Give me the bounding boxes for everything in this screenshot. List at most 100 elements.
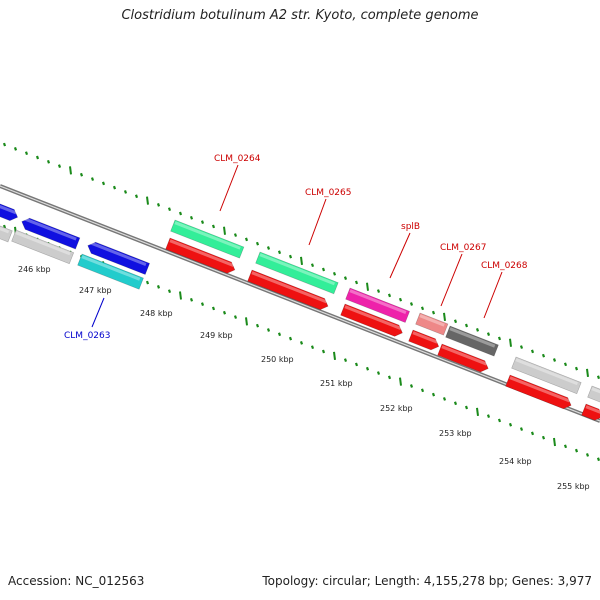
- clm0268-cds-highlight: [441, 345, 488, 366]
- outer-tick: [574, 366, 579, 371]
- red-cds-right-shape: [505, 374, 572, 410]
- inner-tick: [145, 280, 150, 285]
- kbp-label: 253 kbp: [439, 429, 472, 438]
- inner-tick: [409, 384, 414, 388]
- clm0264-gene-highlight: [174, 221, 241, 250]
- gene-features: [0, 199, 600, 421]
- outer-tick: [277, 250, 282, 255]
- inner-tick: [343, 358, 348, 362]
- blue-gene-left-2-highlight: [23, 217, 77, 241]
- outer-tick: [255, 241, 260, 246]
- outer-tick: [223, 226, 226, 235]
- outer-tick: [189, 215, 194, 220]
- gene-label: CLM_0265: [305, 188, 351, 198]
- outer-tick: [552, 358, 557, 362]
- inner-tick: [266, 328, 271, 332]
- clm0268-cds-shape: [437, 343, 489, 373]
- outer-tick-track: [2, 142, 600, 380]
- red-cds-right-2: [581, 403, 600, 421]
- inner-tick: [2, 224, 7, 229]
- outer-tick: [112, 185, 117, 190]
- splb-cds-shape: [340, 303, 403, 337]
- inner-tick: [277, 332, 282, 337]
- inner-tick: [222, 310, 227, 315]
- clm0267-gene-highlight: [419, 314, 445, 327]
- outer-tick: [519, 345, 524, 349]
- blue-gene-left-1-highlight: [0, 201, 17, 215]
- outer-tick: [366, 282, 369, 291]
- outer-tick: [530, 349, 535, 354]
- outer-tick: [101, 181, 106, 186]
- kbp-label: 246 kbp: [18, 265, 51, 274]
- outer-tick: [596, 375, 600, 380]
- outer-tick: [233, 233, 238, 237]
- gene-label: CLM_0264: [214, 154, 261, 164]
- clm0264-cds-highlight: [169, 239, 234, 267]
- outer-tick: [90, 177, 95, 181]
- clm0264-cds: [165, 237, 236, 274]
- callout-leader: [219, 164, 239, 212]
- inner-tick: [200, 302, 205, 306]
- splb-gene-shape: [345, 287, 410, 323]
- clm0265-gene-shape: [255, 251, 339, 295]
- clm0264-gene-shape: [170, 219, 245, 259]
- outer-tick: [24, 151, 29, 156]
- inner-tick: [585, 453, 590, 457]
- grey-gene-left-highlight: [0, 223, 10, 234]
- grey-gene-right-2-shape: [587, 385, 600, 405]
- outer-tick: [134, 194, 139, 199]
- outer-tick: [398, 297, 403, 302]
- outer-tick: [464, 323, 469, 328]
- outer-tick: [266, 246, 271, 250]
- clm0265-cds-shape: [247, 269, 329, 310]
- outer-tick: [387, 293, 392, 298]
- outer-tick: [509, 338, 512, 347]
- grey-gene-right-2: [587, 385, 600, 405]
- inner-tick: [179, 291, 182, 300]
- inner-tick: [442, 397, 447, 401]
- outer-tick: [332, 271, 337, 276]
- callout-leader: [91, 297, 105, 328]
- outer-tick: [541, 353, 546, 358]
- outer-tick: [146, 196, 149, 205]
- inner-tick: [431, 392, 436, 397]
- inner-tick: [354, 362, 359, 367]
- outer-tick: [167, 207, 172, 212]
- clm0265-gene-highlight: [259, 253, 336, 286]
- blue-gene-left-2: [21, 217, 81, 250]
- clm0267-gene: [415, 312, 449, 336]
- outer-tick: [123, 190, 128, 194]
- inner-tick: [255, 323, 260, 328]
- inner-tick: [553, 437, 556, 447]
- inner-tick: [453, 401, 458, 406]
- red-cds-right-2-highlight: [585, 405, 600, 414]
- outer-tick: [46, 159, 51, 164]
- outer-tick: [354, 280, 359, 285]
- inner-tick: [574, 448, 579, 453]
- gene-label: CLM_0268: [481, 261, 528, 271]
- gene-label: CLM_0263: [64, 331, 110, 341]
- kbp-label: 254 kbp: [499, 457, 532, 466]
- clm0263-gene-shape: [77, 253, 144, 290]
- inner-tick: [211, 306, 216, 311]
- splb-cds-highlight: [344, 305, 402, 330]
- outer-tick: [343, 276, 348, 280]
- kbp-label: 248 kbp: [140, 309, 173, 318]
- splb-cds: [340, 303, 403, 337]
- blue-gene-left-3-shape: [87, 241, 150, 275]
- backbone: [0, 184, 600, 423]
- inner-tick: [399, 377, 402, 386]
- inner-tick: [563, 444, 568, 449]
- outer-tick: [431, 310, 436, 315]
- outer-tick: [475, 327, 480, 332]
- outer-tick: [300, 256, 303, 266]
- inner-tick: [387, 375, 392, 380]
- red-cds-right-highlight: [509, 376, 571, 403]
- inner-tick: [233, 315, 238, 319]
- grey-gene-left-shape: [0, 221, 13, 243]
- splb-gene: [345, 287, 410, 323]
- outer-tick: [79, 172, 84, 177]
- splb-gene-highlight: [349, 289, 407, 314]
- clm0263-gene: [77, 253, 144, 290]
- clm0268-gene-shape: [445, 325, 499, 357]
